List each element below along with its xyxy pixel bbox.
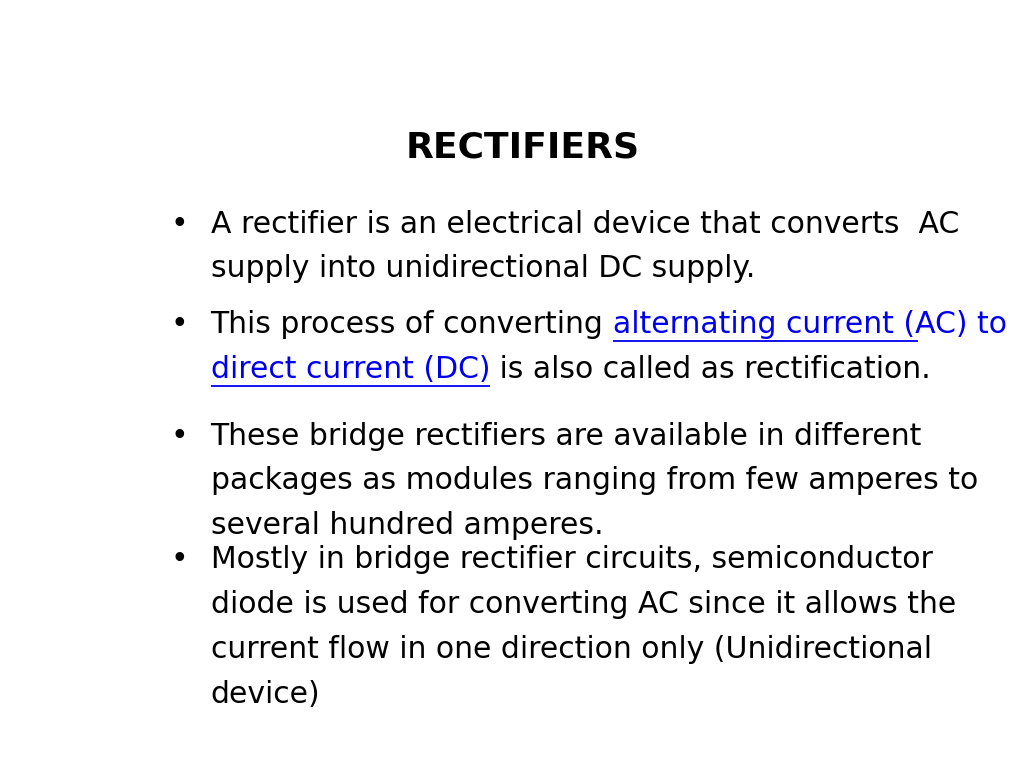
Text: This process of converting: This process of converting: [210, 310, 612, 339]
Text: supply into unidirectional DC supply.: supply into unidirectional DC supply.: [210, 255, 754, 283]
Text: •: •: [171, 310, 189, 339]
Text: alternating current (AC) to: alternating current (AC) to: [612, 310, 1006, 339]
Text: is also called as rectification.: is also called as rectification.: [489, 354, 930, 383]
Text: direct current (DC): direct current (DC): [210, 354, 489, 383]
Text: several hundred amperes.: several hundred amperes.: [210, 511, 602, 540]
Text: A rectifier is an electrical device that converts  AC: A rectifier is an electrical device that…: [210, 210, 958, 239]
Text: Mostly in bridge rectifier circuits, semiconductor: Mostly in bridge rectifier circuits, sem…: [210, 545, 931, 575]
Text: diode is used for converting AC since it allows the: diode is used for converting AC since it…: [210, 590, 955, 619]
Text: packages as modules ranging from few amperes to: packages as modules ranging from few amp…: [210, 467, 977, 496]
Text: RECTIFIERS: RECTIFIERS: [406, 130, 639, 164]
Text: •: •: [171, 422, 189, 451]
Text: •: •: [171, 545, 189, 575]
Text: •: •: [171, 210, 189, 239]
Text: device): device): [210, 679, 320, 708]
Text: These bridge rectifiers are available in different: These bridge rectifiers are available in…: [210, 422, 921, 451]
Text: current flow in one direction only (Unidirectional: current flow in one direction only (Unid…: [210, 635, 930, 664]
